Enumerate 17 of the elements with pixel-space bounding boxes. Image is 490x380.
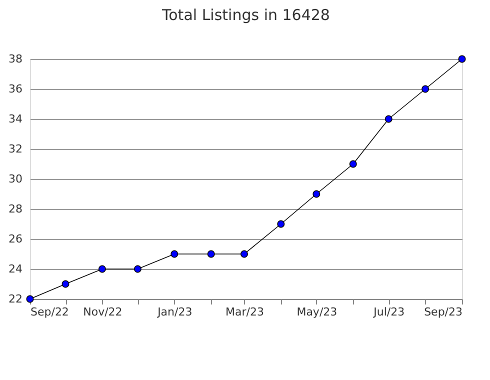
y-tick-label: 24	[8, 262, 22, 276]
x-tick-label: Mar/23	[225, 306, 264, 318]
y-tick-label: 26	[8, 232, 22, 246]
x-tick-label: Nov/22	[83, 306, 122, 318]
y-tick-label: 30	[8, 172, 22, 186]
chart-title: Total Listings in 16428	[161, 6, 330, 24]
y-tick-label: 28	[8, 202, 22, 216]
x-tick-label: May/23	[296, 306, 338, 318]
y-tick-label: 22	[8, 292, 22, 306]
x-tick-label: Jan/23	[156, 306, 192, 318]
y-tick-label: 36	[8, 82, 22, 96]
x-tick-label: Sep/23	[424, 306, 462, 318]
x-tick-label: Sep/22	[30, 306, 69, 318]
y-tick-label: 34	[8, 112, 22, 126]
y-tick-label: 32	[8, 142, 22, 156]
y-tick-label: 38	[8, 52, 22, 66]
x-tick-label: Jul/23	[372, 306, 405, 318]
